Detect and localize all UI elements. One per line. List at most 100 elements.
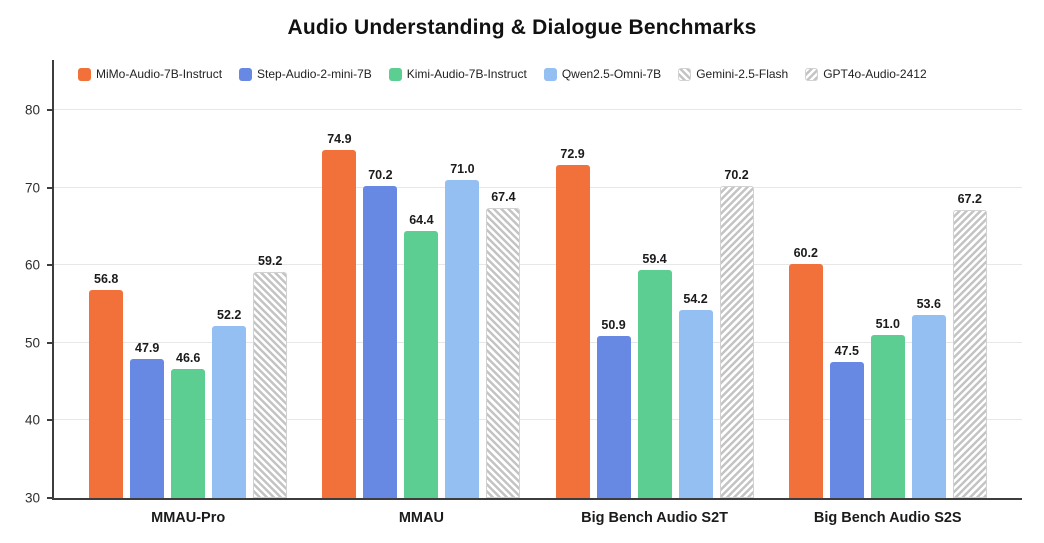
bar-value-label: 46.6 [176,351,201,366]
y-tick-mark [47,109,54,112]
bar [212,325,247,498]
legend-swatch [388,67,402,81]
category-label: Big Bench Audio S2S [813,510,962,526]
gridline [54,186,1022,188]
bar-column: 47.5 [829,60,864,498]
gridline [54,419,1022,421]
legend-item: Gemini-2.5-Flash [678,67,788,81]
bar-column: 60.2 [788,60,823,498]
bar [253,271,288,498]
category-label: MMAU-Pro [151,510,226,526]
bar-column: 72.9 [555,60,590,498]
bar [486,208,521,498]
legend-item: MiMo-Audio-7B-Instruct [78,67,222,81]
bar-value-label: 59.2 [258,253,283,268]
y-tick-mark [47,264,54,267]
bar-column: 54.2 [678,60,713,498]
bar-column: 51.0 [870,60,905,498]
bar-value-label: 47.5 [834,344,859,359]
bar-column: 46.6 [171,60,206,498]
bar-value-label: 53.6 [916,297,941,312]
y-tick-label: 50 [24,335,40,351]
legend-swatch [239,67,253,81]
bar-groups: 56.8 47.9 46.6 52.2 59.2 MMAU-Pro 74.9 70.2 64.4… [54,60,1022,526]
bar [870,335,905,498]
category-label: Big Bench Audio S2T [581,510,729,526]
bar-column: 64.4 [404,60,439,498]
bar [130,359,165,498]
legend-item: Kimi-Audio-7B-Instruct [388,67,527,81]
legend-swatch [78,67,91,81]
bar-column: 56.8 [89,60,124,498]
bar [911,315,946,498]
bar-column: 53.6 [911,60,946,498]
bar-value-label: 74.9 [327,131,352,146]
bar [404,231,439,498]
legend-label: Kimi-Audio-7B-Instruct [406,67,527,81]
bar-column: 67.4 [486,60,521,498]
bar-value-label: 70.2 [724,168,749,183]
gridline [54,109,1022,111]
y-tick-mark [47,419,54,422]
legend-label: Gemini-2.5-Flash [696,67,789,81]
bar-column: 70.2 [363,60,398,498]
bar [555,165,590,498]
gridline [54,341,1022,343]
bar-group: 60.2 47.5 51.0 53.6 67.2 Big Bench Audio S2S [788,60,987,526]
bar-value-label: 60.2 [793,245,818,260]
bar-value-label: 67.4 [491,190,516,205]
bar-value-label: 54.2 [683,292,708,307]
category-label: MMAU [398,510,444,526]
legend-label: MiMo-Audio-7B-Instruct [96,67,223,81]
bar-column: 52.2 [212,60,247,498]
y-tick-label: 30 [24,490,40,506]
bar-column: 71.0 [445,60,480,498]
legend-swatch [805,67,819,81]
bar-column: 50.9 [596,60,631,498]
bar [678,310,713,498]
legend-item: Step-Audio-2-mini-7B [239,67,372,81]
y-tick-mark [47,341,54,344]
legend-item: Qwen2.5-Omni-7B [543,67,662,81]
legend-label: Qwen2.5-Omni-7B [561,67,662,81]
bar [322,149,357,498]
bar-column: 59.2 [253,60,288,498]
legend-swatch [543,67,557,81]
bar-value-label: 50.9 [601,317,626,332]
y-tick-label: 60 [24,257,40,273]
bar-column: 47.9 [130,60,165,498]
gridline [54,264,1022,266]
y-tick-label: 40 [24,412,40,428]
bar-group: 56.8 47.9 46.6 52.2 59.2 MMAU-Pro [89,60,288,526]
y-tick-label: 70 [24,180,40,196]
bar [719,186,754,498]
plot-area: MiMo-Audio-7B-Instruct Step-Audio-2-mini-… [25,60,1022,526]
bar-value-label: 59.4 [642,252,667,267]
legend-label: GPT4o-Audio-2412 [823,67,927,81]
bar-value-label: 52.2 [217,307,242,322]
bar [829,362,864,498]
bar [171,369,206,498]
bar-column: 70.2 [719,60,754,498]
chart-title: Audio Understanding & Dialogue Benchmark… [287,16,757,39]
y-tick-label: 80 [24,102,40,118]
legend-item: GPT4o-Audio-2412 [805,67,927,81]
bar [952,209,987,498]
bar [788,263,823,498]
bar-column: 59.4 [637,60,672,498]
bar-value-label: 51.0 [875,317,900,332]
legend: MiMo-Audio-7B-Instruct Step-Audio-2-mini-… [78,67,927,81]
bar [363,186,398,498]
bar-value-label: 70.2 [368,168,393,183]
bar-group: 72.9 50.9 59.4 54.2 70.2 Big Bench Audio S2T [555,60,754,526]
bar-value-label: 67.2 [957,191,982,206]
bar [596,335,631,498]
bar-value-label: 72.9 [560,147,585,162]
y-tick-mark [47,186,54,189]
bar-value-label: 56.8 [94,272,119,287]
legend-swatch [678,67,692,81]
bar [89,290,124,498]
bar-group: 74.9 70.2 64.4 71.0 67.4 MMAU [322,60,521,526]
bar [445,180,480,498]
